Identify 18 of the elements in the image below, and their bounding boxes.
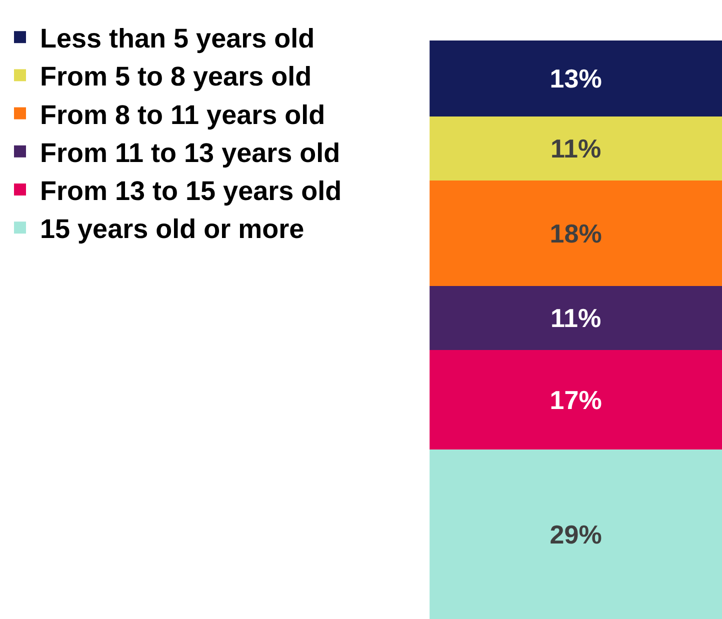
legend-label: From 8 to 11 years old xyxy=(40,100,326,130)
legend-label: From 13 to 15 years old xyxy=(40,176,342,206)
legend-label: From 5 to 8 years old xyxy=(40,62,312,92)
bar xyxy=(430,286,722,350)
data-label: 18% xyxy=(550,218,602,248)
bar xyxy=(430,40,722,116)
legend-label: Less than 5 years old xyxy=(40,24,315,54)
data-label: 13% xyxy=(550,63,602,94)
bar xyxy=(430,116,722,181)
legend-label: From 11 to 13 years old xyxy=(40,138,340,168)
bar xyxy=(430,180,722,286)
bar xyxy=(430,450,722,619)
legend-label: 15 years old or more xyxy=(40,214,304,244)
data-label: 11% xyxy=(550,303,602,334)
bar xyxy=(430,350,722,450)
data-label: 29% xyxy=(550,519,602,550)
data-label: 17% xyxy=(550,384,602,415)
data-label: 11% xyxy=(550,134,602,164)
